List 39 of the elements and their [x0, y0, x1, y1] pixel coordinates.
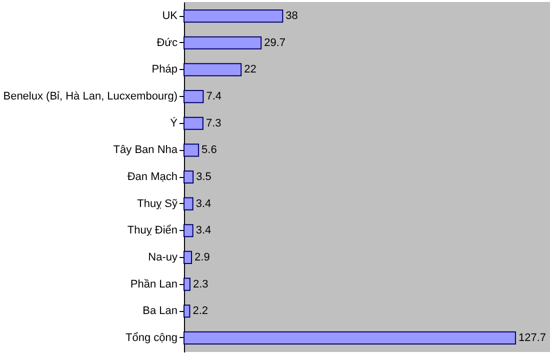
- bar: [184, 10, 284, 23]
- data-label: 7.4: [206, 90, 222, 103]
- data-label: 2.2: [192, 305, 208, 318]
- data-label: 22: [244, 64, 256, 76]
- bar: [184, 278, 190, 291]
- y-tick-label: Na-uy: [148, 251, 178, 264]
- bar: [184, 250, 192, 264]
- data-label: 2.9: [194, 251, 210, 264]
- y-tick-label: Đức: [156, 36, 178, 49]
- data-label: 38: [286, 10, 298, 22]
- data-label: 29.7: [264, 36, 286, 49]
- y-tick-label: Đan Mạch: [127, 171, 178, 183]
- bar: [184, 304, 190, 318]
- data-label: 5.6: [202, 144, 217, 156]
- bar: [184, 224, 194, 238]
- bar: [184, 116, 204, 130]
- y-tick-label: Benelux (Bỉ, Hà Lan, Lucxembourg): [3, 90, 178, 103]
- y-tick-label: UK: [162, 10, 178, 22]
- y-tick-label: Ý: [170, 116, 178, 130]
- data-label: 2.3: [192, 278, 208, 290]
- bar: [184, 197, 194, 210]
- bar: [184, 331, 516, 344]
- data-label: 3.4: [196, 198, 212, 210]
- data-label: 127.7: [518, 332, 546, 344]
- y-tick-label: Phần Lan: [130, 278, 178, 290]
- y-tick-label: Tổng cộng: [126, 332, 178, 344]
- bar: [184, 90, 204, 104]
- data-label: 3.4: [196, 224, 212, 237]
- bar: [184, 36, 262, 50]
- y-tick-label: Tây Ban Nha: [113, 144, 178, 156]
- bar: [184, 144, 200, 157]
- data-label: 3.5: [196, 171, 212, 183]
- bar: [184, 170, 194, 184]
- y-tick-label: Ba Lan: [142, 305, 178, 318]
- y-tick-label: Thuỵ Sỹ: [137, 198, 178, 210]
- bar: [184, 63, 242, 76]
- y-tick-label: Thuỵ Điển: [127, 224, 178, 237]
- data-label: 7.3: [206, 117, 222, 130]
- y-tick-label: Pháp: [152, 64, 178, 76]
